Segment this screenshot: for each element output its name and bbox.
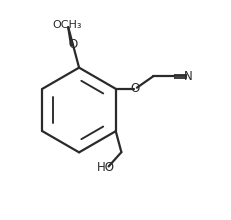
Text: O: O [130, 82, 139, 95]
Text: OCH₃: OCH₃ [53, 20, 82, 30]
Text: HO: HO [97, 161, 115, 174]
Text: O: O [68, 38, 77, 51]
Text: N: N [183, 70, 192, 83]
